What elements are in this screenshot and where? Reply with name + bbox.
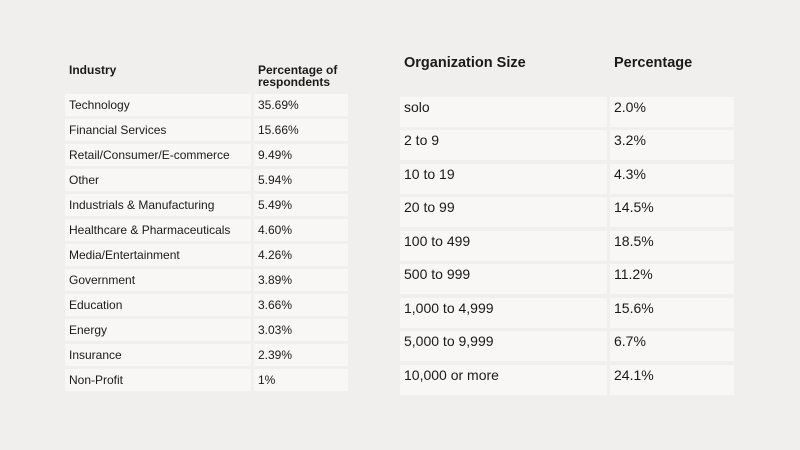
table-row: 5,000 to 9,999 6.7% <box>400 331 734 361</box>
percentage-cell: 3.2% <box>610 130 734 160</box>
table-row: 2 to 9 3.2% <box>400 130 734 160</box>
percentage-cell: 4.3% <box>610 163 734 194</box>
organization-size-cell: 5,000 to 9,999 <box>400 331 607 361</box>
organization-size-cell: 1,000 to 4,999 <box>400 297 607 328</box>
industry-cell: Media/Entertainment <box>65 244 251 266</box>
percentage-of-respondents-header: Percentage of respondents <box>258 63 338 89</box>
percentage-cell: 11.2% <box>610 264 734 294</box>
table-row: Media/Entertainment 4.26% <box>65 244 348 266</box>
table-row: 500 to 999 11.2% <box>400 264 734 294</box>
organization-size-header: Organization Size <box>404 55 526 71</box>
organization-size-cell: 10 to 19 <box>400 163 607 194</box>
percentage-cell: 15.6% <box>610 297 734 328</box>
percentage-cell: 14.5% <box>610 197 734 227</box>
percentage-cell: 3.03% <box>254 319 348 341</box>
percentage-cell: 15.66% <box>254 119 348 141</box>
industry-cell: Government <box>65 269 251 291</box>
table-row: 20 to 99 14.5% <box>400 197 734 227</box>
organization-size-cell: 10,000 or more <box>400 364 607 395</box>
industry-cell: Financial Services <box>65 119 251 141</box>
percentage-cell: 9.49% <box>254 144 348 166</box>
industry-cell: Industrials & Manufacturing <box>65 194 251 216</box>
table-row: Financial Services 15.66% <box>65 119 348 141</box>
table-row: Energy 3.03% <box>65 319 348 341</box>
percentage-header: Percentage <box>614 55 693 71</box>
organization-size-cell: solo <box>400 96 607 127</box>
organization-size-cell: 2 to 9 <box>400 130 607 160</box>
table-row: 100 to 499 18.5% <box>400 230 734 261</box>
table-row: Industrials & Manufacturing 5.49% <box>65 194 348 216</box>
percentage-cell: 1% <box>254 369 348 391</box>
table-row: solo 2.0% <box>400 96 734 127</box>
industry-table: Industry Percentage of respondents Techn… <box>65 58 348 391</box>
percentage-cell: 5.94% <box>254 169 348 191</box>
percentage-cell: 2.39% <box>254 344 348 366</box>
percentage-cell: 24.1% <box>610 364 734 395</box>
table-row: Healthcare & Pharmaceuticals 4.60% <box>65 219 348 241</box>
organization-size-table: Organization Size Percentage solo 2.0% 2 t… <box>400 50 734 395</box>
percentage-cell: 18.5% <box>610 230 734 261</box>
table-row: Retail/Consumer/E-commerce 9.49% <box>65 144 348 166</box>
industry-header: Industry <box>69 63 117 77</box>
industry-cell: Retail/Consumer/E-commerce <box>65 144 251 166</box>
percentage-cell: 4.60% <box>254 219 348 241</box>
percentage-cell: 3.89% <box>254 269 348 291</box>
table-row: Insurance 2.39% <box>65 344 348 366</box>
percentage-cell: 6.7% <box>610 331 734 361</box>
industry-table-header: Industry Percentage of respondents <box>65 58 348 91</box>
percentage-cell: 5.49% <box>254 194 348 216</box>
industry-cell: Other <box>65 169 251 191</box>
organization-size-cell: 20 to 99 <box>400 197 607 227</box>
table-row: Government 3.89% <box>65 269 348 291</box>
table-row: 10,000 or more 24.1% <box>400 364 734 395</box>
percentage-cell: 35.69% <box>254 94 348 116</box>
percentage-cell: 4.26% <box>254 244 348 266</box>
table-row: Other 5.94% <box>65 169 348 191</box>
table-row: Technology 35.69% <box>65 94 348 116</box>
table-row: Education 3.66% <box>65 294 348 316</box>
table-row: Non-Profit 1% <box>65 369 348 391</box>
industry-cell: Insurance <box>65 344 251 366</box>
table-row: 1,000 to 4,999 15.6% <box>400 297 734 328</box>
organization-size-cell: 500 to 999 <box>400 264 607 294</box>
industry-cell: Healthcare & Pharmaceuticals <box>65 219 251 241</box>
organization-size-cell: 100 to 499 <box>400 230 607 261</box>
organization-size-table-header: Organization Size Percentage <box>400 50 734 93</box>
percentage-cell: 2.0% <box>610 96 734 127</box>
table-row: 10 to 19 4.3% <box>400 163 734 194</box>
industry-cell: Education <box>65 294 251 316</box>
percentage-cell: 3.66% <box>254 294 348 316</box>
industry-cell: Energy <box>65 319 251 341</box>
industry-cell: Technology <box>65 94 251 116</box>
industry-cell: Non-Profit <box>65 369 251 391</box>
